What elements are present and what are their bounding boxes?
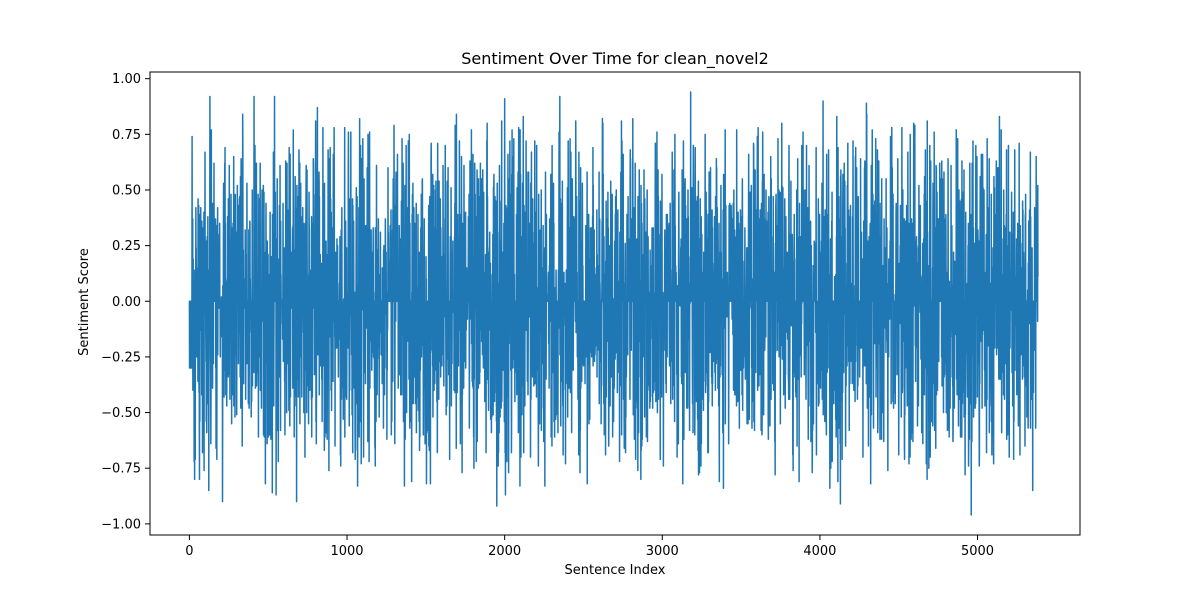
y-axis-ticks: −1.00 −0.75 −0.50 −0.25 0.00 0.25 0.50 0.75 1.00	[101, 72, 150, 532]
x-tick-label: 5000	[961, 544, 994, 559]
x-tick-label: 2000	[488, 544, 521, 559]
plot-area	[188, 91, 1039, 516]
x-tick-label: 3000	[646, 544, 679, 559]
x-axis-ticks: 0 1000 2000 3000 4000 5000	[185, 535, 994, 559]
y-tick-label: 1.00	[112, 72, 141, 87]
y-tick-label: 0.25	[112, 239, 141, 254]
y-tick-label: −0.75	[101, 462, 141, 477]
y-tick-label: 0.00	[112, 295, 141, 310]
chart-title: Sentiment Over Time for clean_novel2	[461, 49, 769, 69]
x-axis-label: Sentence Index	[565, 563, 666, 578]
y-tick-label: 0.50	[112, 183, 141, 198]
y-axis-label: Sentiment Score	[77, 248, 92, 356]
axes-frame	[149, 71, 1081, 536]
x-tick-label: 1000	[330, 544, 363, 559]
y-tick-label: −0.50	[101, 406, 141, 421]
y-tick-label: −0.25	[101, 350, 141, 365]
sentiment-series-line	[188, 91, 1039, 516]
x-tick-label: 4000	[803, 544, 836, 559]
y-tick-label: −1.00	[101, 517, 141, 532]
x-tick-label: 0	[185, 544, 193, 559]
y-tick-label: 0.75	[112, 128, 141, 143]
